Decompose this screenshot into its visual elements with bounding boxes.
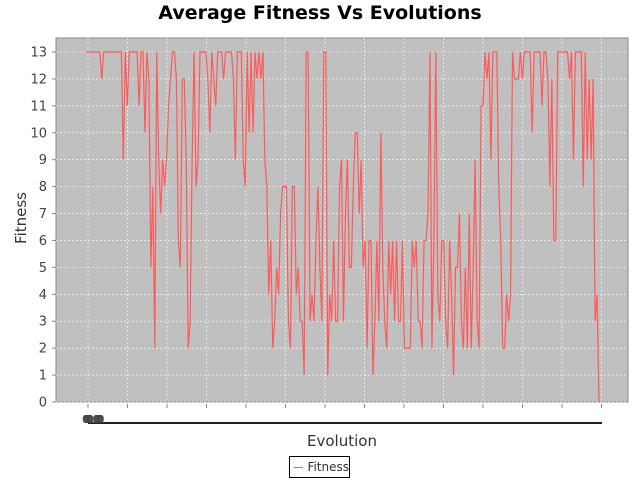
legend: Fitness xyxy=(289,456,350,478)
series-line-fitness xyxy=(86,51,600,403)
y-tick-label: 9 xyxy=(39,153,47,168)
y-tick-label: 4 xyxy=(39,288,47,303)
x-tick-label: 0.0 xyxy=(85,413,103,426)
legend-swatch xyxy=(294,466,304,468)
y-tick-label: 5 xyxy=(39,261,47,276)
y-tick-label: 3 xyxy=(39,315,47,330)
y-tick-label: 6 xyxy=(39,234,47,249)
y-tick-label: 1 xyxy=(39,369,47,384)
x-tick-label: 0.0 xyxy=(87,413,105,426)
x-tick-label: 0.0 xyxy=(84,413,102,426)
y-tick-label: 12 xyxy=(30,72,47,87)
x-tick-label: 0.0 xyxy=(83,413,101,426)
y-tick-label: 8 xyxy=(39,180,47,195)
y-tick-label: 11 xyxy=(30,99,47,114)
x-tick-label: 0.0 xyxy=(86,413,104,426)
x-axis-label: Evolution xyxy=(307,432,377,450)
y-axis-label: Fitness xyxy=(12,192,30,244)
y-tick-label: 0 xyxy=(39,396,47,411)
x-tick-label: 0.0 xyxy=(82,413,100,426)
y-tick-label: 10 xyxy=(30,126,47,141)
y-tick-label: 2 xyxy=(39,342,47,357)
y-tick-label: 7 xyxy=(39,207,47,222)
y-tick-label: 13 xyxy=(30,46,47,61)
x-axis: 0.00.00.00.00.00.0 xyxy=(82,404,602,426)
chart-title: Average Fitness Vs Evolutions xyxy=(158,2,482,24)
legend-label: Fitness xyxy=(307,460,349,474)
